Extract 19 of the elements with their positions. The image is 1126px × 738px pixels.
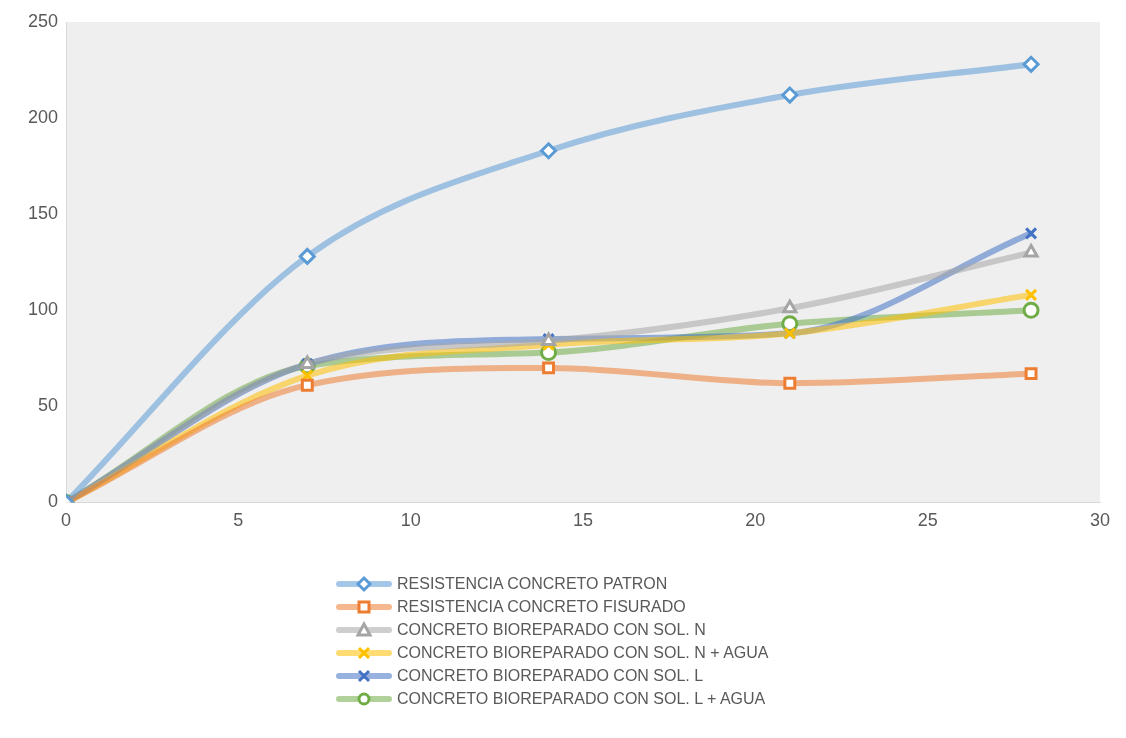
x-tick-label: 30 xyxy=(1089,510,1111,531)
x-tick-label: 15 xyxy=(573,510,594,531)
y-tick-label: 50 xyxy=(38,395,59,416)
x-tick-label: 25 xyxy=(917,510,938,531)
x-tick-label: 10 xyxy=(400,510,421,531)
y-tick-label: 200 xyxy=(27,107,59,128)
y-tick-label: 150 xyxy=(27,203,59,224)
legend-label: CONCRETO BIOREPARADO CON SOL. N + AGUA xyxy=(397,643,769,662)
legend-label: CONCRETO BIOREPARADO CON SOL. L + AGUA xyxy=(397,689,766,708)
x-tick-label: 5 xyxy=(233,510,244,531)
x-tick-label: 0 xyxy=(61,510,72,531)
y-tick-label: 0 xyxy=(48,491,59,512)
legend-label: RESISTENCIA CONCRETO PATRON xyxy=(397,574,668,593)
legend-label: RESISTENCIA CONCRETO FISURADO xyxy=(397,597,686,616)
legend-label: CONCRETO BIOREPARADO CON SOL. N xyxy=(397,620,706,639)
x-tick-label: 20 xyxy=(745,510,766,531)
y-tick-label: 250 xyxy=(27,10,59,31)
y-tick-label: 100 xyxy=(27,299,59,320)
legend-label: CONCRETO BIOREPARADO CON SOL. L xyxy=(397,666,704,685)
